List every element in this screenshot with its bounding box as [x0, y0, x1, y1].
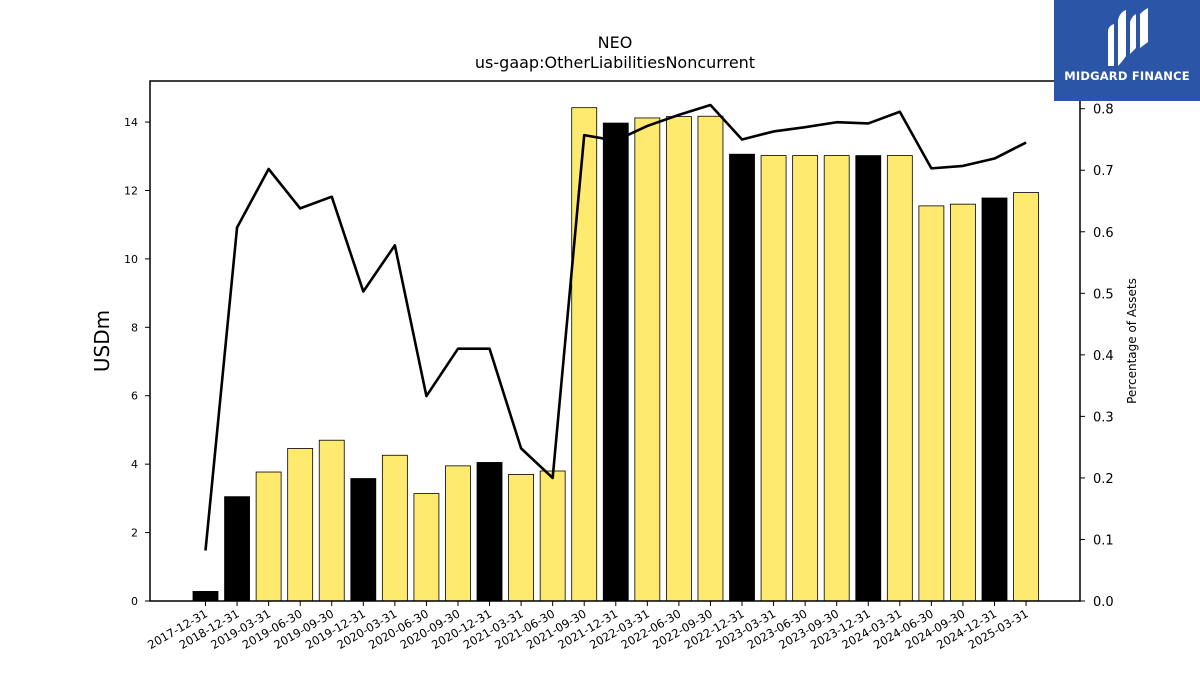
bar-2021-09-30	[571, 107, 598, 602]
bar-2023-09-30	[823, 155, 850, 602]
y-tick-label: 8	[131, 321, 138, 334]
bar-2020-09-30	[445, 465, 471, 602]
y2-tick-label: 0.8	[1093, 103, 1114, 118]
y-tick-label: 0	[131, 595, 138, 608]
y-tick-label: 4	[131, 458, 138, 471]
bar-2023-03-31	[760, 155, 787, 602]
bar-2022-09-30	[697, 115, 724, 602]
bar-2025-03-31	[1013, 192, 1039, 602]
y-tick-label: 12	[124, 184, 138, 197]
y2-tick-label: 0.7	[1093, 164, 1114, 179]
bar-2019-09-30	[318, 439, 345, 602]
bar-2019-03-31	[255, 471, 282, 602]
y-tick-label: 10	[124, 253, 138, 266]
y-tick-label: 14	[124, 116, 138, 129]
y2-tick-label: 0.1	[1093, 533, 1114, 548]
y-tick-label: 2	[131, 527, 138, 540]
logo-text: MIDGARD FINANCE	[1064, 69, 1190, 83]
chart-title: NEO	[598, 33, 633, 52]
bar-2021-03-31	[508, 474, 535, 602]
midgard-finance-logo: MIDGARD FINANCE	[1054, 0, 1200, 101]
y2-tick-label: 0.6	[1093, 226, 1114, 241]
y2-tick-label: 0.2	[1093, 472, 1114, 487]
midgard-logo-icon	[1108, 8, 1148, 66]
bar-2024-06-30	[918, 205, 945, 602]
percentage-line	[204, 103, 1027, 551]
bar-2022-12-31	[729, 153, 755, 602]
y-axis-label: USDm	[90, 310, 114, 372]
y2-tick-label: 0.3	[1093, 410, 1114, 425]
y2-tick-label: 0.4	[1093, 349, 1114, 364]
y2-tick-label: 0.5	[1093, 287, 1114, 302]
bar-2019-06-30	[287, 448, 314, 602]
y2-tick-label: 0.0	[1093, 595, 1114, 610]
bar-2020-12-31	[476, 462, 503, 602]
bar-2024-12-31	[981, 197, 1008, 602]
bar-2020-06-30	[413, 493, 440, 602]
bar-2024-09-30	[950, 203, 976, 602]
bar-2022-03-31	[634, 117, 661, 602]
bar-2023-06-30	[792, 155, 819, 602]
y-tick-label: 6	[131, 390, 138, 403]
bar-2022-06-30	[666, 116, 692, 602]
chart-subtitle: us-gaap:OtherLiabilitiesNoncurrent	[475, 53, 755, 72]
bar-2021-12-31	[602, 122, 629, 602]
bar-2023-12-31	[855, 155, 882, 602]
bar-2021-06-30	[539, 470, 566, 602]
plot-frame	[149, 80, 1081, 602]
bar-2017-12-31	[192, 591, 219, 602]
bar-2020-03-31	[381, 454, 408, 602]
y2-axis-label: Percentage of Assets	[1125, 278, 1139, 404]
bar-2019-12-31	[350, 478, 377, 602]
bar-2024-03-31	[886, 155, 913, 602]
bar-2018-12-31	[224, 496, 250, 602]
